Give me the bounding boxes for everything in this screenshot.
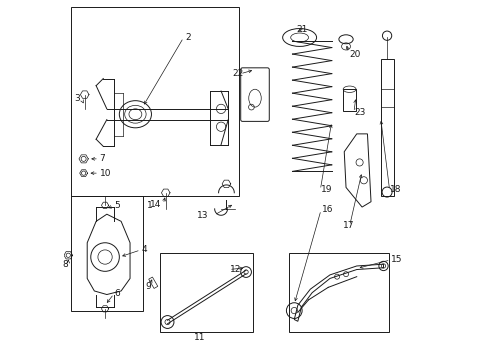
Text: 19: 19 — [320, 185, 332, 195]
Text: 10: 10 — [100, 169, 111, 178]
Text: 20: 20 — [349, 50, 360, 59]
Bar — [160, 253, 253, 332]
Text: 8: 8 — [62, 260, 68, 270]
Text: 21: 21 — [296, 25, 307, 34]
Text: 2: 2 — [185, 33, 191, 42]
Text: 17: 17 — [342, 221, 353, 231]
Text: 18: 18 — [390, 185, 401, 195]
Bar — [380, 59, 393, 196]
Text: 4: 4 — [141, 245, 147, 255]
Bar — [288, 253, 388, 332]
Text: 15: 15 — [391, 255, 402, 265]
Text: 13: 13 — [197, 211, 208, 220]
Text: 22: 22 — [232, 69, 243, 79]
Text: 11: 11 — [194, 333, 205, 342]
Bar — [343, 89, 355, 111]
Text: 7: 7 — [100, 154, 105, 164]
Text: 23: 23 — [354, 108, 365, 117]
Bar — [149, 277, 157, 288]
Text: 16: 16 — [321, 205, 333, 215]
Text: 12: 12 — [229, 265, 241, 274]
Text: 9: 9 — [145, 282, 151, 291]
Text: 14: 14 — [150, 200, 161, 209]
Text: 3: 3 — [75, 94, 80, 103]
Bar — [71, 196, 142, 311]
Text: 5: 5 — [114, 201, 120, 211]
Text: 1: 1 — [147, 201, 152, 210]
Text: 6: 6 — [114, 289, 120, 298]
Bar — [71, 7, 239, 196]
